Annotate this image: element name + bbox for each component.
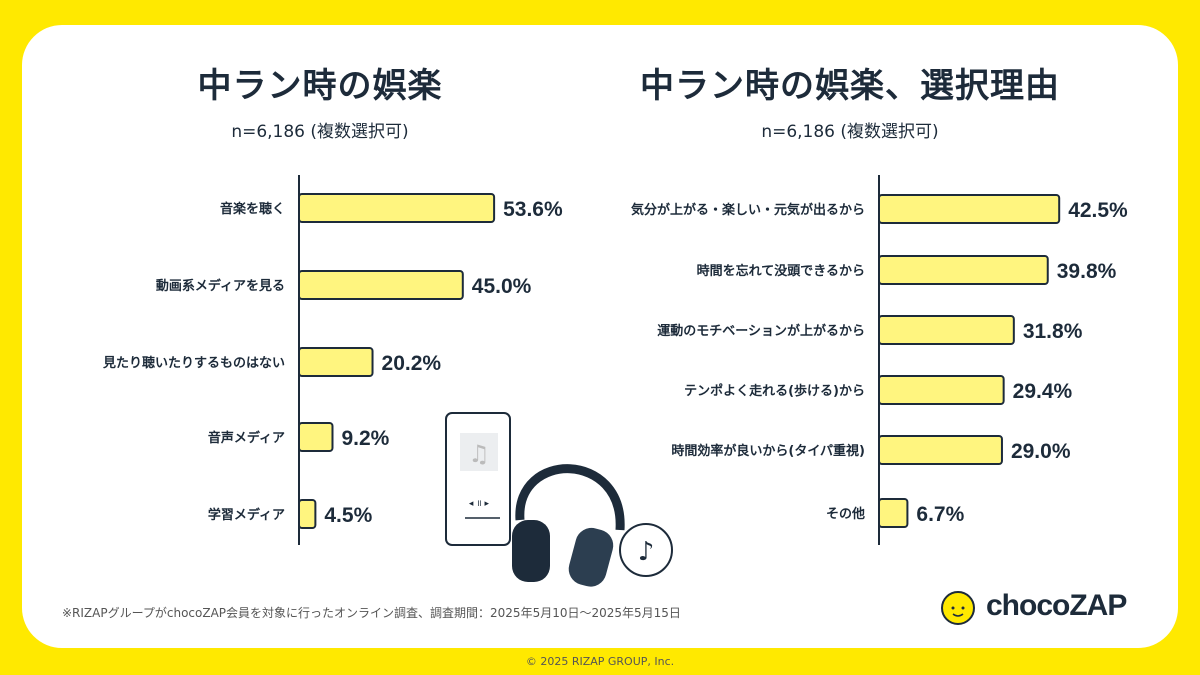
category-label: その他 (826, 506, 865, 522)
value-label: 39.8% (1057, 260, 1117, 283)
left-chart-title: 中ラン時の娯楽 (197, 66, 443, 106)
category-label: 動画系メディアを見る (156, 278, 285, 294)
illustration: ♫ ◂ ॥ ▸ ♪ (445, 412, 673, 587)
category-label: 音声メディア (208, 430, 285, 446)
category-label: 運動のモチベーションが上がるから (657, 323, 865, 339)
bar (878, 255, 1049, 285)
logo-mascot-icon (941, 591, 975, 625)
logo-text: chocoZAP (986, 589, 1127, 622)
value-label: 6.7% (916, 503, 964, 526)
right-chart-title: 中ラン時の娯楽、選択理由 (640, 66, 1060, 106)
category-label: 学習メディア (208, 507, 285, 523)
category-label: 音楽を聴く (220, 201, 285, 217)
bar (298, 270, 464, 300)
chocozap-logo: chocoZAP (938, 586, 1127, 626)
music-player-icon: ♫ ◂ ॥ ▸ (445, 412, 511, 546)
bar (298, 347, 374, 377)
bar (878, 498, 909, 528)
value-label: 53.6% (503, 198, 563, 221)
svg-text:◂ ॥ ▸: ◂ ॥ ▸ (469, 499, 490, 509)
bar (298, 422, 334, 452)
headphones-icon (512, 464, 625, 587)
category-label: 時間を忘れて没頭できるから (697, 263, 865, 279)
bar (878, 315, 1015, 345)
value-label: 20.2% (382, 352, 442, 375)
bar (878, 375, 1005, 405)
category-label: 見たり聴いたりするものはない (102, 355, 285, 371)
category-label: テンポよく走れる(歩ける)から (684, 383, 865, 399)
bar (298, 499, 317, 529)
value-label: 29.0% (1011, 440, 1071, 463)
bar (878, 194, 1061, 224)
value-label: 29.4% (1013, 380, 1073, 403)
bar (298, 193, 496, 223)
music-note-bubble-icon: ♪ (619, 523, 673, 577)
value-label: 31.8% (1023, 320, 1083, 343)
footnote: ※RIZAPグループがchocoZAP会員を対象に行ったオンライン調査、調査期間… (62, 606, 681, 620)
svg-text:♫: ♫ (468, 440, 490, 468)
category-label: 時間効率が良いから(タイパ重視) (671, 443, 865, 459)
left-chart-subtitle: n=6,186 (複数選択可) (231, 122, 409, 142)
svg-text:♪: ♪ (638, 537, 655, 567)
right-chart-subtitle: n=6,186 (複数選択可) (761, 122, 939, 142)
value-label: 4.5% (324, 504, 372, 527)
value-label: 9.2% (341, 427, 389, 450)
category-label: 気分が上がる・楽しい・元気が出るから (631, 202, 865, 218)
value-label: 42.5% (1068, 199, 1128, 222)
copyright: © 2025 RIZAP GROUP, Inc. (525, 655, 675, 668)
bar (878, 435, 1003, 465)
value-label: 45.0% (472, 275, 532, 298)
